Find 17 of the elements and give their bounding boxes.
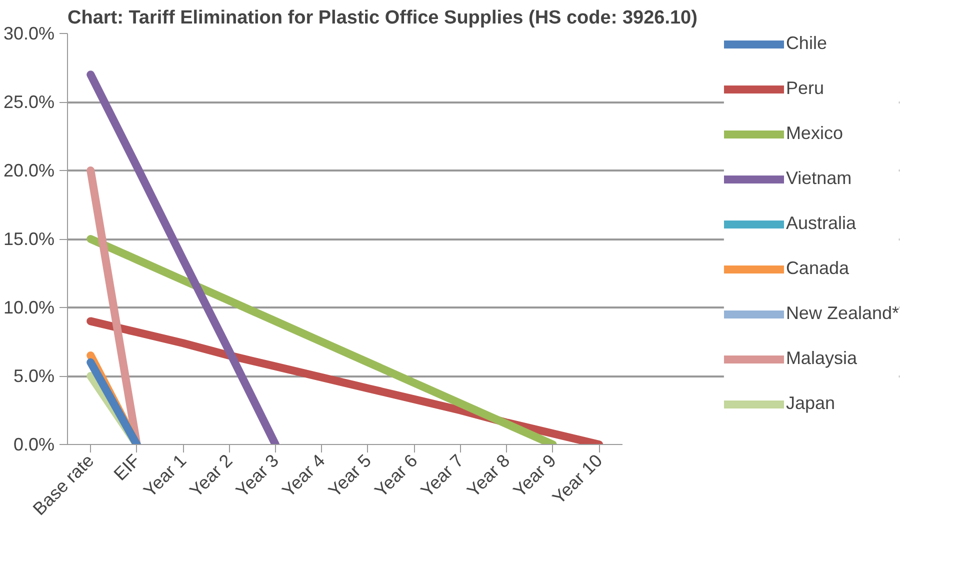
legend-label: Peru bbox=[786, 78, 824, 99]
y-tick-label: 15.0% bbox=[3, 229, 55, 249]
legend-label: Canada bbox=[786, 258, 849, 279]
y-tick-label: 30.0% bbox=[3, 24, 55, 44]
legend-label: Mexico bbox=[786, 123, 843, 144]
legend-label: New Zealand* bbox=[786, 303, 899, 324]
legend-label: Japan bbox=[786, 393, 835, 414]
legend-label: Vietnam bbox=[786, 168, 852, 189]
y-tick-label: 5.0% bbox=[13, 366, 55, 386]
legend-label: Chile bbox=[786, 33, 827, 54]
y-tick-label: 20.0% bbox=[3, 160, 55, 180]
y-tick-label: 25.0% bbox=[3, 92, 55, 112]
chart-title: Chart: Tariff Elimination for Plastic Office Supplies (HS code: 3926.10) bbox=[68, 8, 698, 28]
legend-label: Malaysia bbox=[786, 348, 857, 369]
y-tick-label: 0.0% bbox=[13, 434, 55, 454]
legend-label: Australia bbox=[786, 213, 856, 234]
y-tick-label: 10.0% bbox=[3, 298, 55, 318]
